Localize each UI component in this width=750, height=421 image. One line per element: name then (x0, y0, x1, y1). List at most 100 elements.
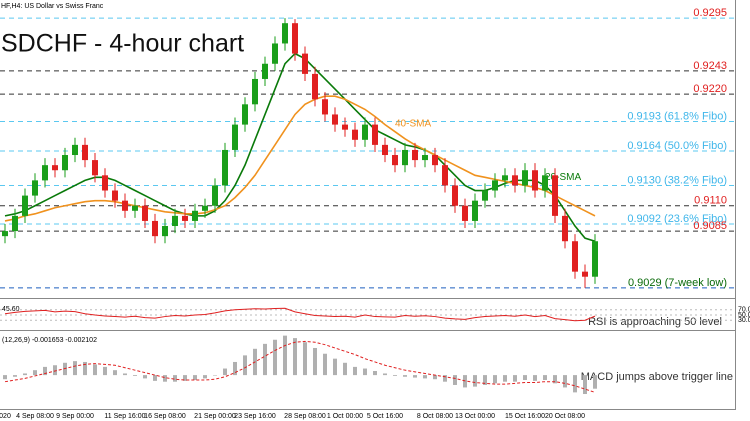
x-tick-label: 15 Oct 16:00 (505, 413, 545, 420)
candle-body (152, 220, 158, 237)
macd-bar (213, 375, 217, 376)
candle-body (582, 271, 588, 277)
macd-bar (473, 375, 477, 387)
candle-body (552, 175, 558, 216)
candle-body (362, 124, 368, 140)
series-label: 40-SMA (395, 118, 431, 129)
y-tick-label: 30.00 (738, 317, 750, 324)
macd-bar (563, 375, 567, 388)
level-label: 0.9130 (38.2% Fibo) (627, 174, 727, 186)
candle-body (282, 23, 288, 44)
candle-body (382, 144, 388, 156)
x-tick-label: 11 Sep 16:00 (104, 413, 145, 420)
x-tick-label: 20 Oct 08:00 (545, 413, 585, 420)
macd-bar (443, 375, 447, 382)
candle-body (262, 63, 268, 79)
macd-bar (153, 375, 157, 381)
candle-body (82, 144, 88, 161)
candle-body (522, 170, 528, 186)
macd-bar (83, 361, 87, 376)
macd-bar (453, 375, 457, 385)
macd-bar (273, 339, 277, 376)
candle-body (572, 241, 578, 272)
candle-body (92, 160, 98, 176)
macd-bar (433, 375, 437, 380)
candle-body (192, 210, 198, 221)
candle-body (222, 149, 228, 186)
macd-bar (123, 373, 127, 376)
macd-bar (23, 373, 27, 376)
macd-bar (343, 362, 347, 376)
chart-header: HF,H4: US Dollar vs Swiss Franc (1, 3, 104, 10)
level-label: 0.9243 (693, 60, 727, 72)
macd-bar (373, 371, 377, 376)
candle-body (142, 205, 148, 221)
level-label: 0.9220 (693, 83, 727, 95)
macd-bar (413, 375, 417, 378)
candle-body (312, 73, 318, 100)
macd-bar (263, 343, 267, 376)
level-label: 0.9295 (693, 7, 727, 19)
macd-bar (363, 368, 367, 376)
macd-bar (383, 373, 387, 376)
level-label: 0.9092 (23.6% Fibo) (627, 213, 727, 225)
macd-bar (183, 375, 187, 381)
candle-body (202, 205, 208, 211)
macd-bar (593, 375, 597, 389)
macd-header: (12,26,9) -0.001653 -0.002102 (2, 337, 97, 344)
candle-body (212, 185, 218, 206)
macd-bar (163, 375, 167, 382)
candle-body (502, 175, 508, 181)
level-label: 0.9085 (693, 220, 727, 232)
x-tick-label: 1 Oct 00:00 (327, 413, 363, 420)
macd-bar (313, 347, 317, 376)
macd-bar (193, 375, 197, 381)
macd-bar (3, 375, 7, 380)
macd-bar (323, 353, 327, 376)
candle-body (162, 226, 168, 237)
signal-line (4, 340, 596, 393)
macd-bar (543, 375, 547, 381)
candle-body (232, 124, 238, 150)
candle-body (482, 190, 488, 201)
candle-body (72, 144, 78, 156)
macd-bar (533, 375, 537, 381)
candle-body (322, 99, 328, 115)
candle-body (32, 180, 38, 196)
candle-body (412, 149, 418, 161)
macd-bar (483, 375, 487, 385)
candle-body (22, 195, 28, 216)
macd-bar (333, 358, 337, 376)
macd-bar (143, 375, 147, 379)
candle-body (402, 149, 408, 166)
macd-bar (113, 370, 117, 376)
macd-bar (353, 366, 357, 376)
level-label: 0.9164 (50.0% Fibo) (627, 140, 727, 152)
candle-body (52, 165, 58, 171)
sma-line (4, 95, 596, 222)
candle-body (512, 175, 518, 186)
candle-body (42, 165, 48, 181)
candle-body (592, 241, 598, 277)
candle-body (302, 53, 308, 74)
candle-body (432, 155, 438, 166)
chart-title: SDCHF - 4-hour chart (1, 30, 244, 58)
x-tick-label: 9 Sep 00:00 (56, 413, 94, 420)
macd-bar (583, 375, 587, 395)
candle-body (442, 165, 448, 186)
x-tick-label: 020 (0, 413, 11, 420)
candle-body (242, 104, 248, 125)
macd-bar (223, 368, 227, 376)
x-tick-label: 28 Sep 08:00 (284, 413, 326, 420)
series-label: 20-SMA (545, 172, 581, 183)
macd-bar (93, 364, 97, 376)
macd-bar (403, 375, 407, 377)
macd-bar (513, 375, 517, 382)
macd-bar (43, 366, 47, 376)
candle-body (392, 155, 398, 166)
macd-bar (293, 338, 297, 376)
candle-body (462, 205, 468, 221)
candle-body (492, 180, 498, 191)
